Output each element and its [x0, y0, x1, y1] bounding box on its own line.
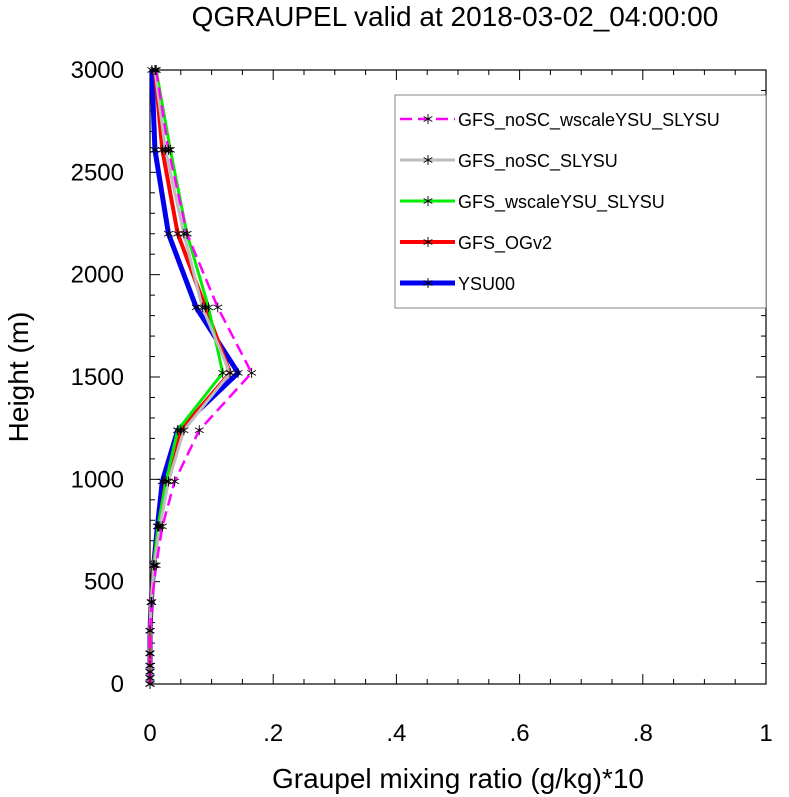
- data-point-marker: [157, 476, 167, 487]
- y-tick-label: 1000: [71, 466, 124, 493]
- legend-item: GFS_noSC_SLYSU: [400, 151, 618, 172]
- data-point-marker: [165, 144, 175, 155]
- data-point-marker: [194, 425, 204, 436]
- data-point-marker: [191, 302, 201, 313]
- x-tick-labels: 0 .2 .4 .6 .8 1: [143, 720, 772, 747]
- series-line: [148, 69, 253, 684]
- data-point-marker: [145, 625, 155, 636]
- legend-item: YSU00: [400, 274, 515, 294]
- data-point-marker: [173, 425, 183, 436]
- legend-item: GFS_OGv2: [400, 233, 552, 254]
- legend-item: GFS_wscaleYSU_SLYSU: [400, 192, 665, 213]
- chart-title: QGRAUPEL valid at 2018-03-02_04:00:00: [192, 1, 719, 32]
- data-point-marker: [161, 476, 171, 487]
- x-tick-label: .6: [510, 720, 530, 747]
- y-tick-label: 3000: [71, 57, 124, 84]
- data-point-marker: [225, 367, 235, 378]
- y-tick-label: 0: [111, 671, 124, 698]
- legend-marker: [423, 155, 433, 165]
- legend-label: GFS_wscaleYSU_SLYSU: [458, 192, 665, 213]
- data-point-marker: [152, 521, 162, 532]
- x-tick-label: .2: [263, 720, 283, 747]
- y-tick-label: 1500: [71, 364, 124, 391]
- legend-box: [394, 94, 767, 309]
- data-point-marker: [150, 144, 160, 155]
- data-point-marker: [218, 367, 228, 378]
- x-tick-label: 1: [759, 720, 772, 747]
- data-point-marker: [149, 560, 159, 571]
- data-point-marker: [200, 302, 210, 313]
- data-point-marker: [145, 660, 155, 671]
- data-point-marker: [147, 65, 157, 75]
- data-point-marker: [146, 597, 156, 608]
- x-tick-label: 0: [143, 720, 156, 747]
- legend-marker: [423, 114, 433, 124]
- data-point-marker: [173, 228, 183, 239]
- data-point-marker: [145, 648, 155, 659]
- y-tick-labels: 0 500 1000 1500 2000 2500 3000: [71, 57, 124, 698]
- legend-marker: [423, 278, 433, 288]
- legend-label: YSU00: [458, 274, 515, 294]
- data-point-marker: [247, 367, 257, 378]
- series-line: [148, 69, 225, 684]
- y-tick-label: 2500: [71, 159, 124, 186]
- data-point-marker: [151, 65, 161, 75]
- legend-marker: [423, 196, 433, 206]
- legend-label: GFS_noSC_wscaleYSU_SLYSU: [458, 110, 720, 131]
- legend-marker: [423, 237, 433, 247]
- x-tick-label: .4: [386, 720, 406, 747]
- data-point-marker: [163, 228, 174, 239]
- data-point-marker: [233, 367, 243, 378]
- data-point-marker: [157, 144, 167, 155]
- data-point-marker: [154, 521, 164, 532]
- y-tick-label: 500: [84, 569, 124, 596]
- y-axis-label: Height (m): [3, 312, 34, 443]
- data-point-marker: [182, 228, 192, 239]
- series-layer: [145, 65, 257, 689]
- y-tick-label: 2000: [71, 262, 124, 289]
- data-point-marker: [213, 302, 223, 313]
- legend: GFS_noSC_wscaleYSU_SLYSU GFS_noSC_SLYSU GF…: [394, 94, 767, 309]
- x-axis-label: Graupel mixing ratio (g/kg)*10: [272, 763, 644, 794]
- legend-label: GFS_OGv2: [458, 233, 552, 254]
- legend-item: GFS_noSC_wscaleYSU_SLYSU: [400, 110, 720, 131]
- x-tick-label: .8: [633, 720, 653, 747]
- legend-label: GFS_noSC_SLYSU: [458, 151, 618, 172]
